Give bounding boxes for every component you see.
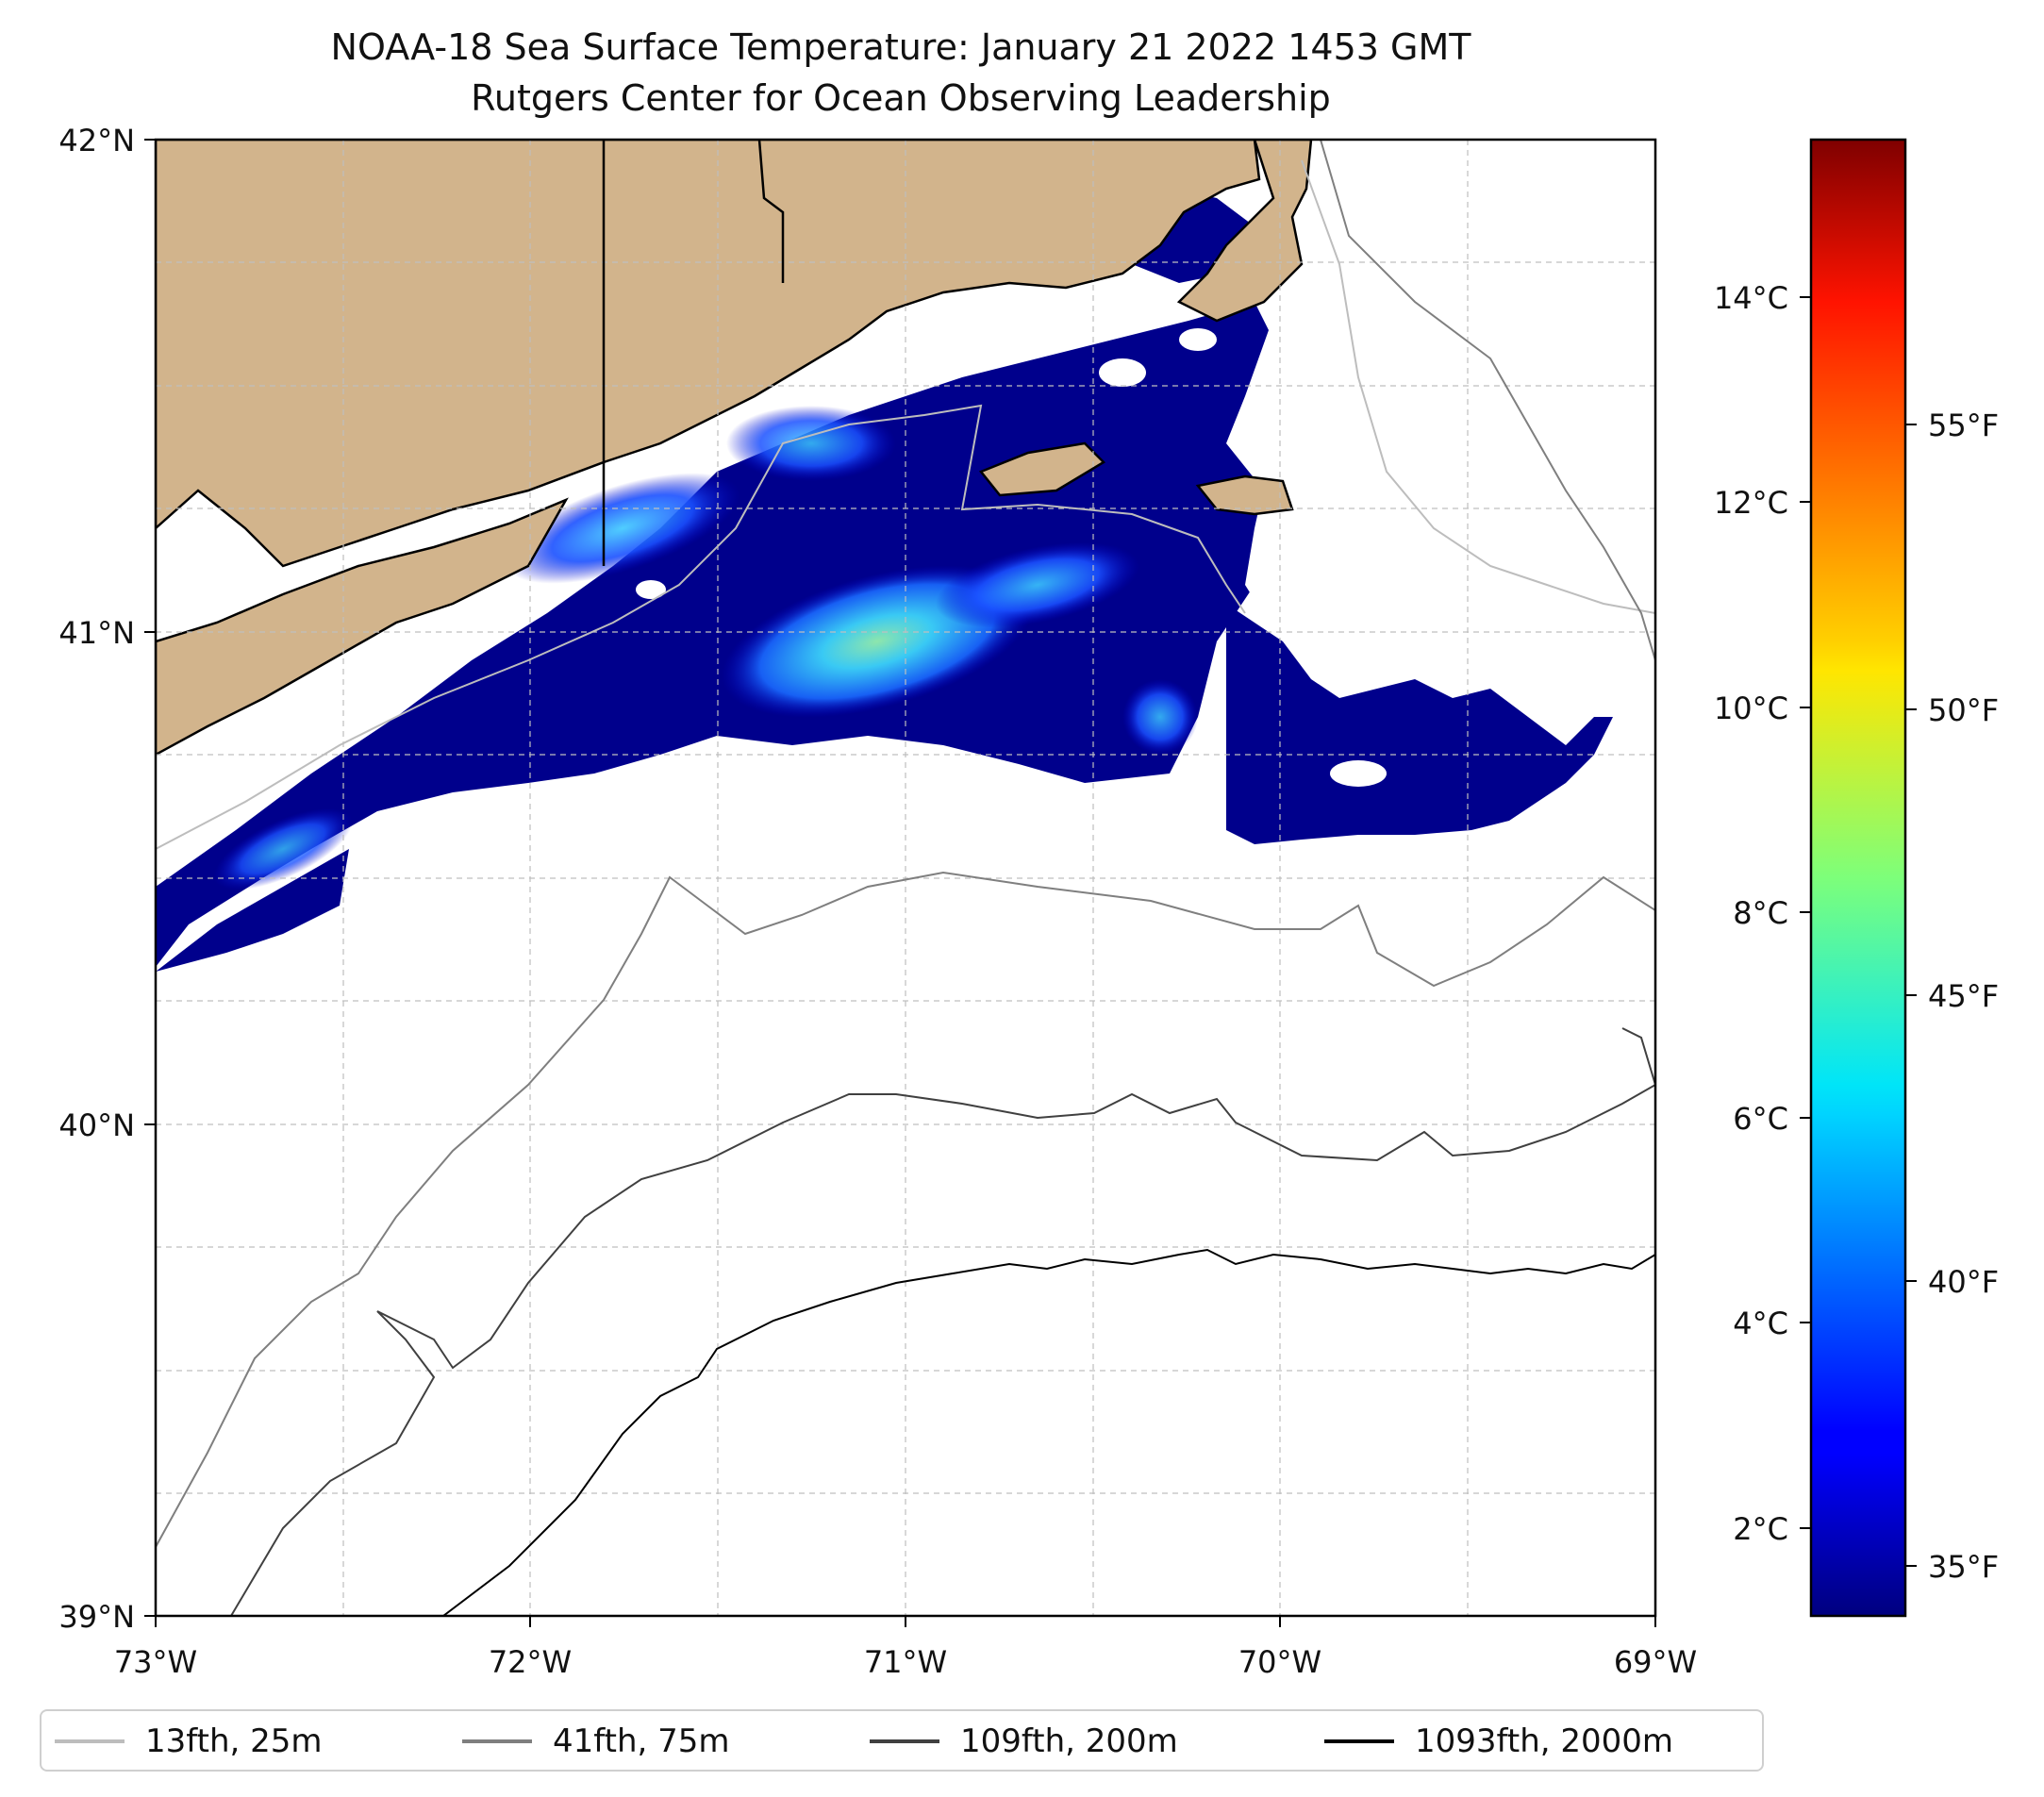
y-tick-label: 40°N [58, 1107, 135, 1143]
cloud-gap [1099, 358, 1146, 387]
sst-warm-patch [936, 541, 1139, 628]
x-axis-labels: 73°W 72°W 71°W 70°W 69°W [114, 1644, 1697, 1680]
land-mainland [156, 140, 1261, 568]
sst-warm-patch [505, 473, 740, 584]
isobath-2000m [442, 1248, 1655, 1616]
colorbar-c-label: 4°C [1733, 1306, 1788, 1341]
colorbar-f-label: 40°F [1928, 1264, 1999, 1300]
legend-swatch [55, 1739, 125, 1743]
colorbar-c-label: 2°C [1733, 1511, 1788, 1547]
cloud-gap [636, 580, 666, 599]
y-tick-label: 41°N [58, 615, 135, 651]
land-martha-vineyard [978, 441, 1106, 497]
legend-label: 41fth, 75m [553, 1722, 730, 1760]
colorbar-f-label: 55°F [1928, 408, 1999, 443]
colorbar-f-label: 50°F [1928, 692, 1999, 728]
colorbar-f-label: 45°F [1928, 978, 1999, 1014]
legend-item: 109fth, 200m [870, 1721, 1178, 1762]
cloud-gap [1179, 328, 1217, 351]
legend-swatch [870, 1739, 939, 1743]
legend-item: 1093fth, 2000m [1324, 1721, 1673, 1762]
legend-swatch [1324, 1739, 1394, 1743]
x-tick-label: 71°W [864, 1644, 947, 1680]
sst-warm-patch [213, 807, 353, 890]
isobath-legend: 13fth, 25m 41fth, 75m 109fth, 200m 1093f… [40, 1709, 1764, 1772]
x-tick-label: 70°W [1238, 1644, 1321, 1680]
colorbar-f-label: 35°F [1928, 1549, 1999, 1585]
land-nantucket [1195, 474, 1294, 516]
y-tick-label: 42°N [58, 123, 135, 158]
colorbar-c-label: 10°C [1714, 691, 1788, 726]
map-area [156, 140, 1655, 1616]
land-cape-cod [1176, 140, 1313, 323]
legend-item: 13fth, 25m [55, 1721, 323, 1762]
state-border [757, 140, 785, 283]
colorbar-ticks [1800, 296, 1917, 1567]
x-tick-label: 69°W [1614, 1644, 1697, 1680]
x-axis-ticks [144, 139, 1656, 1627]
sst-warm-patch [1122, 679, 1198, 755]
legend-label: 1093fth, 2000m [1415, 1722, 1674, 1760]
sst-coverage-south-strip [156, 849, 349, 972]
legend-swatch [462, 1739, 532, 1743]
sst-coverage-east [1226, 604, 1613, 844]
y-tick-label: 39°N [58, 1599, 135, 1635]
cloud-gap [1330, 760, 1387, 787]
isobath-25m [156, 159, 1655, 850]
land-long-island [156, 497, 569, 757]
legend-label: 13fth, 25m [145, 1722, 323, 1760]
chart-subtitle: Rutgers Center for Ocean Observing Leade… [471, 77, 1331, 119]
legend-item: 41fth, 75m [462, 1721, 730, 1762]
x-tick-label: 73°W [114, 1644, 197, 1680]
colorbar-fahrenheit-labels: 35°F 40°F 45°F 50°F 55°F [1928, 408, 1999, 1585]
colorbar-c-label: 14°C [1714, 280, 1788, 316]
isobath-75m [156, 140, 1655, 1548]
colorbar-c-label: 8°C [1733, 895, 1788, 931]
colorbar-c-label: 12°C [1714, 485, 1788, 521]
x-tick-label: 72°W [489, 1644, 572, 1680]
graticule [156, 140, 1655, 1616]
isobath-200m [230, 1027, 1655, 1616]
chart-title: NOAA-18 Sea Surface Temperature: January… [330, 26, 1471, 68]
cloud-gap [1245, 140, 1655, 679]
legend-label: 109fth, 200m [960, 1722, 1178, 1760]
colorbar-c-label: 6°C [1733, 1101, 1788, 1137]
sst-warm-patch [726, 406, 896, 481]
colorbar [1809, 138, 1907, 1618]
colorbar-celsius-labels: 2°C 4°C 6°C 8°C 10°C 12°C 14°C [1714, 280, 1788, 1547]
y-axis-labels: 42°N 41°N 40°N 39°N [58, 123, 135, 1635]
